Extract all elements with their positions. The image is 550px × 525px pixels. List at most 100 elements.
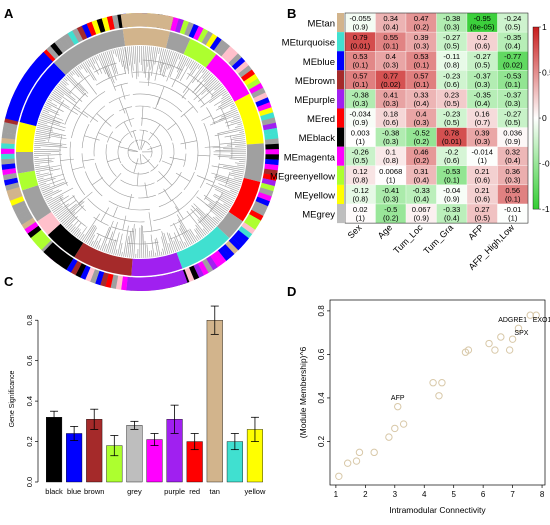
row-color-swatch [337, 147, 344, 166]
cell-pvalue: (0.2) [383, 214, 399, 223]
row-color-swatch [337, 13, 344, 32]
data-point [356, 449, 362, 455]
data-point [395, 403, 401, 409]
row-color-swatch [337, 89, 344, 108]
cell-pvalue: (0.5) [444, 42, 460, 51]
cell-pvalue: (0.02) [381, 80, 401, 89]
y-tick-label: 0.8 [25, 315, 34, 325]
row-label: MEtan [308, 19, 335, 30]
y-axis-title: Gene Significance [9, 370, 16, 427]
x-tick-label: 8 [540, 490, 545, 499]
row-color-swatch [337, 51, 344, 70]
data-point [439, 380, 445, 386]
cell-pvalue: (0.3) [383, 99, 399, 108]
cell-pvalue: (0.6) [474, 42, 490, 51]
data-point [336, 473, 342, 479]
row-label: MEturquoise [282, 38, 335, 49]
data-point [400, 421, 406, 427]
row-label: MEgreenyellow [270, 171, 335, 182]
row-label: MEpurple [294, 95, 335, 106]
cell-pvalue: (0.4) [413, 99, 429, 108]
x-tick-label: black [45, 487, 63, 496]
cell-pvalue: (0.8) [352, 175, 368, 184]
data-point [386, 434, 392, 440]
cell-pvalue: (8e-05) [470, 23, 495, 32]
data-point [353, 458, 359, 464]
panel-label-b: B [287, 6, 296, 21]
row-color-swatch [337, 109, 344, 128]
x-tick-label: tan [210, 487, 220, 496]
point-annotation: SPX [514, 330, 528, 337]
panel-label-a: A [4, 6, 14, 21]
y-tick-label: 0.0 [25, 477, 34, 487]
data-point [486, 340, 492, 346]
x-tick-label: 1 [334, 490, 339, 499]
cell-pvalue: (0.4) [505, 156, 521, 165]
outer-ring-stripe [1, 154, 15, 160]
cell-pvalue: (0.6) [444, 80, 460, 89]
data-point [344, 460, 350, 466]
x-tick-label: 4 [422, 490, 427, 499]
cell-pvalue: (0.9) [444, 194, 460, 203]
y-tick-label: 0.6 [317, 348, 326, 360]
bar-tan [207, 320, 223, 482]
x-tick-label: red [189, 487, 200, 496]
data-point [371, 449, 377, 455]
module-ring-yellow [16, 122, 36, 152]
x-tick-label: blue [67, 487, 81, 496]
x-tick-label: grey [127, 487, 142, 496]
module-ring-tan [123, 28, 170, 48]
cell-pvalue: (0.3) [352, 99, 368, 108]
cell-pvalue: (1) [478, 156, 488, 165]
x-tick-label: 3 [393, 490, 398, 499]
data-point [430, 380, 436, 386]
cell-pvalue: (0.3) [505, 99, 521, 108]
cell-pvalue: (0.1) [505, 194, 521, 203]
cell-pvalue: (0.3) [383, 137, 399, 146]
colorbar-tick-label: 0.5 [542, 68, 550, 78]
x-tick-label: 5 [451, 490, 456, 499]
row-label: MEbrown [295, 76, 335, 87]
dendrogram-panel [1, 13, 279, 291]
row-color-swatch [337, 185, 344, 204]
x-tick-label: yellow [245, 487, 266, 496]
cell-pvalue: (0.6) [474, 175, 490, 184]
cell-pvalue: (0.01) [350, 42, 370, 51]
cell-pvalue: (0.3) [444, 23, 460, 32]
data-point [506, 347, 512, 353]
cell-pvalue: (0.1) [505, 80, 521, 89]
column-label: AFP [466, 222, 485, 241]
column-label: Tum_Loc [391, 222, 425, 256]
column-label: Sex [346, 222, 364, 240]
module-ring-grey [16, 152, 35, 174]
cell-pvalue: (0.3) [413, 42, 429, 51]
module-ring-grey [244, 143, 264, 182]
heatmap-panel: MEtanMEturquoiseMEblueMEbrownMEpurpleMEr… [270, 13, 550, 272]
row-label: MEred [307, 114, 335, 125]
cell-pvalue: (0.2) [413, 156, 429, 165]
cell-pvalue: (0.5) [474, 214, 490, 223]
data-point [498, 334, 504, 340]
cell-pvalue: (0.2) [413, 137, 429, 146]
cell-pvalue: (0.4) [383, 23, 399, 32]
row-label: MEyellow [294, 190, 335, 201]
cell-pvalue: (0.2) [413, 23, 429, 32]
cell-pvalue: (0.5) [444, 99, 460, 108]
cell-pvalue: (0.02) [503, 61, 523, 70]
cell-pvalue: (1) [386, 175, 396, 184]
colorbar-tick-label: -1 [542, 204, 550, 214]
point-annotation: AFP [391, 395, 405, 402]
cell-pvalue: (0.4) [505, 42, 521, 51]
cell-pvalue: (0.8) [383, 156, 399, 165]
bar-black [46, 417, 62, 482]
cell-pvalue: (0.3) [474, 80, 490, 89]
row-color-swatch [337, 128, 344, 147]
colorbar-tick-label: 0 [542, 113, 547, 123]
cell-pvalue: (1) [356, 137, 366, 146]
cell-pvalue: (0.1) [413, 80, 429, 89]
column-label: Tum_Gra [421, 222, 455, 256]
cell-pvalue: (0.01) [442, 137, 462, 146]
colorbar [533, 27, 539, 209]
y-tick-label: 0.2 [25, 436, 34, 446]
